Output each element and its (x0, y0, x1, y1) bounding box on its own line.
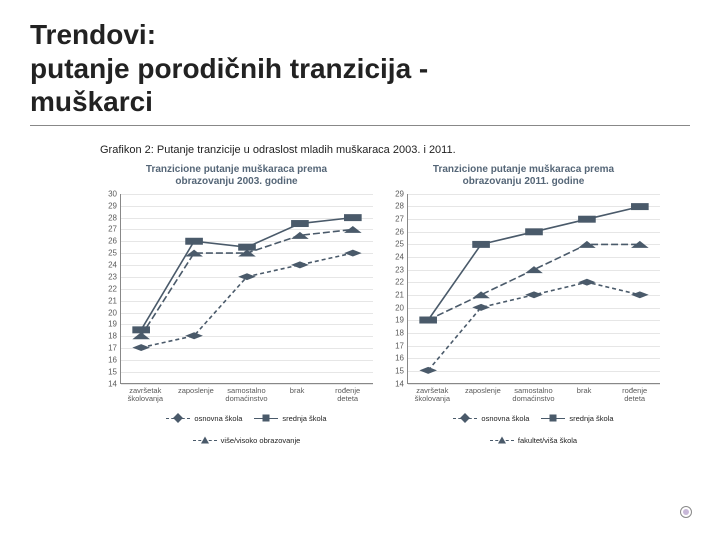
y-tick-label: 30 (108, 189, 117, 198)
legend-swatch (166, 413, 190, 423)
x-tick-label: samostalnodomaćinstvo (508, 384, 559, 404)
legend-swatch (453, 413, 477, 423)
plot-area (120, 194, 373, 384)
y-tick-label: 27 (108, 225, 117, 234)
y-tick-label: 22 (395, 278, 404, 287)
legend-swatch (490, 435, 514, 445)
y-tick-label: 19 (395, 316, 404, 325)
legend-label: srednja škola (282, 414, 326, 423)
x-tick-label: samostalnodomaćinstvo (221, 384, 272, 404)
x-tick-label: zaposlenje (171, 384, 222, 404)
legend-item: fakultet/viša škola (490, 435, 577, 445)
x-tick-label: rođenjedeteta (609, 384, 660, 404)
plot-area (407, 194, 660, 384)
chart-2003: Tranzicione putanje muškaraca premaobraz… (100, 164, 373, 446)
y-tick-label: 19 (108, 320, 117, 329)
y-tick-label: 17 (395, 341, 404, 350)
plot-wrap: 14151617181920212223242526272829 (387, 194, 660, 384)
y-tick-label: 16 (395, 354, 404, 363)
charts-row: Tranzicione putanje muškaraca premaobraz… (100, 164, 660, 446)
y-tick-label: 29 (395, 189, 404, 198)
y-tick-label: 22 (108, 284, 117, 293)
x-tick-label: završetakškolovanja (407, 384, 458, 404)
y-tick-label: 20 (108, 308, 117, 317)
chart-title: Tranzicione putanje muškaraca premaobraz… (387, 164, 660, 188)
legend: osnovna škola srednja škola više/visoko ob… (120, 413, 373, 445)
y-tick-label: 16 (108, 356, 117, 365)
y-tick-label: 17 (108, 344, 117, 353)
title-block: Trendovi: putanje porodičnih tranzicija … (30, 18, 690, 126)
y-tick-label: 24 (395, 253, 404, 262)
chart-title: Tranzicione putanje muškaraca premaobraz… (100, 164, 373, 188)
legend-item: osnovna škola (166, 413, 242, 423)
legend-label: fakultet/viša škola (518, 436, 577, 445)
legend: osnovna škola srednja škola fakultet/viša … (407, 413, 660, 445)
legend-label: više/visoko obrazovanje (221, 436, 301, 445)
plot-wrap: 1415161718192021222324252627282930 (100, 194, 373, 384)
legend-swatch (541, 413, 565, 423)
x-axis: završetakškolovanjazaposlenjesamostalnod… (407, 384, 660, 404)
title-line-3: muškarci (30, 86, 153, 117)
slide: Trendovi: putanje porodičnih tranzicija … (0, 0, 720, 540)
legend-item: srednja škola (254, 413, 326, 423)
y-tick-label: 23 (108, 272, 117, 281)
gridline (408, 384, 660, 385)
y-axis: 14151617181920212223242526272829 (387, 194, 407, 384)
y-tick-label: 28 (108, 213, 117, 222)
y-tick-label: 18 (108, 332, 117, 341)
title-line-2: putanje porodičnih tranzicija - (30, 53, 428, 84)
bullet-icon (680, 506, 692, 518)
y-tick-label: 24 (108, 261, 117, 270)
y-tick-label: 20 (395, 303, 404, 312)
y-tick-label: 25 (108, 249, 117, 258)
slide-title: Trendovi: putanje porodičnih tranzicija … (30, 18, 690, 119)
y-tick-label: 21 (108, 296, 117, 305)
title-line-1: Trendovi: (30, 19, 156, 50)
legend-item: više/visoko obrazovanje (193, 435, 301, 445)
y-tick-label: 26 (108, 237, 117, 246)
legend-swatch (254, 413, 278, 423)
x-tick-label: rođenjedeteta (322, 384, 373, 404)
y-tick-label: 28 (395, 202, 404, 211)
series-svg (408, 194, 660, 383)
y-tick-label: 26 (395, 227, 404, 236)
legend-label: osnovna škola (481, 414, 529, 423)
legend-label: srednja škola (569, 414, 613, 423)
series-svg (121, 194, 373, 383)
y-tick-label: 27 (395, 215, 404, 224)
y-tick-label: 18 (395, 329, 404, 338)
x-tick-label: završetakškolovanja (120, 384, 171, 404)
legend-item: srednja škola (541, 413, 613, 423)
legend-item: osnovna škola (453, 413, 529, 423)
legend-label: osnovna škola (194, 414, 242, 423)
y-tick-label: 21 (395, 291, 404, 300)
legend-swatch (193, 435, 217, 445)
figure-caption: Grafikon 2: Putanje tranzicije u odraslo… (100, 144, 690, 156)
y-tick-label: 23 (395, 265, 404, 274)
x-tick-label: zaposlenje (458, 384, 509, 404)
y-tick-label: 25 (395, 240, 404, 249)
x-axis: završetakškolovanjazaposlenjesamostalnod… (120, 384, 373, 404)
y-tick-label: 15 (108, 367, 117, 376)
y-tick-label: 14 (108, 379, 117, 388)
x-tick-label: brak (272, 384, 323, 404)
y-tick-label: 29 (108, 201, 117, 210)
x-tick-label: brak (559, 384, 610, 404)
y-tick-label: 15 (395, 367, 404, 376)
y-tick-label: 14 (395, 379, 404, 388)
chart-2011: Tranzicione putanje muškaraca premaobraz… (387, 164, 660, 446)
y-axis: 1415161718192021222324252627282930 (100, 194, 120, 384)
gridline (121, 384, 373, 385)
